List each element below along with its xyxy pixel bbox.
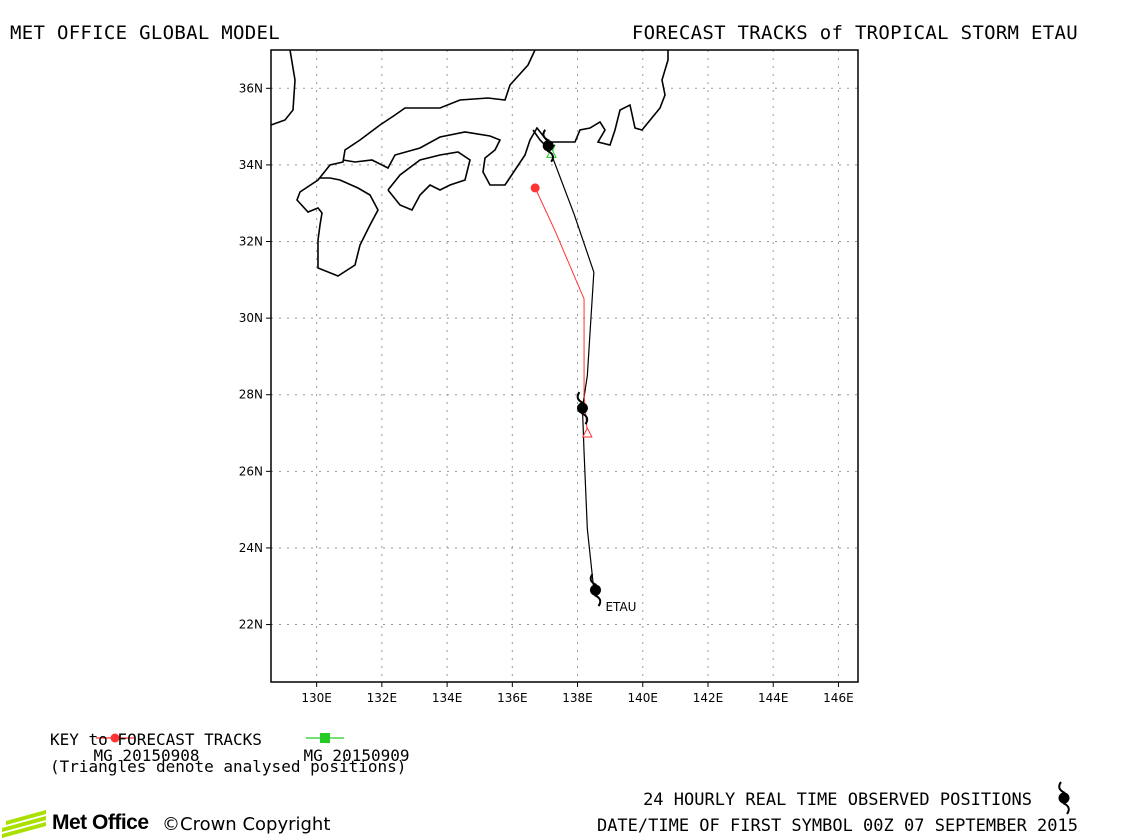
lat-tick-label: 26N: [239, 464, 263, 478]
lon-tick-label: 132E: [367, 691, 398, 705]
legend-marker-green: [305, 732, 344, 743]
lon-tick-label: 146E: [823, 691, 854, 705]
lat-tick-label: 36N: [239, 81, 263, 95]
lat-tick-label: 28N: [239, 388, 263, 402]
crown-copyright: ©Crown Copyright: [162, 814, 331, 835]
tracks: ETAU: [530, 129, 636, 614]
legend-label: MG 20150908: [93, 746, 200, 765]
chart-title-left: MET OFFICE GLOBAL MODEL: [10, 22, 280, 44]
met-office-logo-icon: [2, 810, 46, 838]
storm-symbol-arm: [1058, 781, 1066, 794]
key-title: KEY to FORECAST TRACKS: [50, 730, 262, 749]
key-note: (Triangles denote analysed positions): [50, 757, 407, 776]
storm-symbol-arm: [589, 573, 597, 586]
met-office-wordmark: Met Office: [52, 811, 149, 834]
chart-title-right: FORECAST TRACKS of TROPICAL STORM ETAU: [631, 22, 1078, 44]
map-grid: [271, 50, 858, 682]
lon-tick-label: 136E: [497, 691, 528, 705]
lon-tick-label: 144E: [758, 691, 789, 705]
storm-symbol-core: [589, 584, 601, 596]
lat-tick-label: 24N: [239, 541, 263, 555]
forecast-track-line: [534, 187, 588, 434]
storm-symbol-core: [1058, 792, 1070, 804]
storm-symbol-arm: [594, 594, 602, 607]
hurricane-symbol-icon: [1058, 781, 1070, 815]
map-frame: [270, 49, 859, 683]
observed-positions-note: 24 HOURLY REAL TIME OBSERVED POSITIONS: [643, 790, 1032, 810]
storm-symbol-arm: [576, 391, 584, 405]
axis-ticks: 130E 132E 134E 136E 138E 140E 142E 144E 146E 22N 2…: [239, 81, 854, 705]
storm-label: ETAU: [605, 600, 636, 614]
observed-track-line: [547, 145, 595, 591]
legend: MG 20150908 MG 20150909: [50, 708, 650, 765]
coastline: [270, 49, 669, 277]
storm-symbol-arm: [546, 149, 554, 163]
legend-item-mg-20150908: MG 20150908: [55, 708, 200, 784]
lat-tick-label: 34N: [239, 158, 263, 172]
lat-tick-label: 22N: [239, 618, 263, 632]
forecast-end-marker: [530, 183, 540, 193]
lat-tick-label: 30N: [239, 311, 263, 325]
legend-marker-red: [95, 733, 134, 742]
lon-tick-label: 130E: [301, 691, 332, 705]
lon-tick-label: 142E: [693, 691, 724, 705]
storm-symbol-arm: [1062, 802, 1070, 815]
storm-symbol-core: [542, 140, 554, 152]
lon-tick-label: 134E: [432, 691, 463, 705]
first-symbol-datetime: DATE/TIME OF FIRST SYMBOL 00Z 07 SEPTEMB…: [596, 816, 1078, 836]
legend-label: MG 20150909: [303, 746, 410, 765]
storm-symbol-arm: [542, 129, 550, 142]
legend-item-mg-20150909: MG 20150909: [265, 708, 410, 784]
storm-symbol-arm: [580, 412, 589, 425]
storm-symbol-core: [576, 402, 588, 414]
analysed-position-triangle: [582, 426, 593, 438]
lon-tick-label: 140E: [628, 691, 659, 705]
lat-tick-label: 32N: [239, 235, 263, 249]
lon-tick-label: 138E: [562, 691, 593, 705]
